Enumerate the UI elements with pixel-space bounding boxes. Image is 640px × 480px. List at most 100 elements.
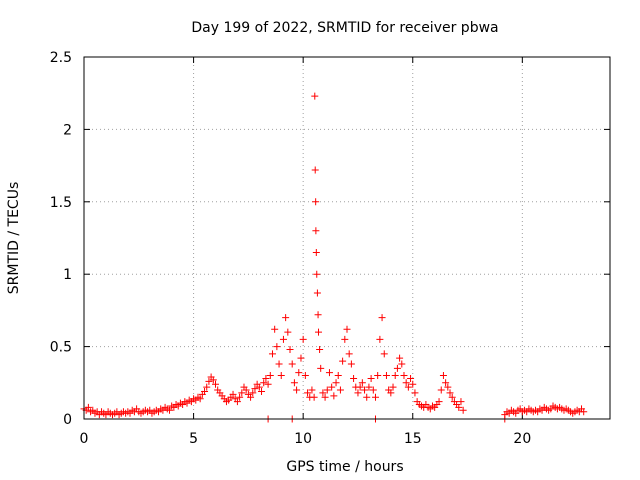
data-point: [313, 289, 321, 297]
data-point: [442, 379, 450, 387]
data-point: [312, 227, 320, 235]
data-points: [80, 92, 588, 423]
data-point: [343, 325, 351, 333]
y-tick-label: 1: [63, 267, 72, 283]
data-point: [247, 393, 255, 401]
data-point: [376, 335, 384, 343]
data-point: [279, 335, 287, 343]
data-point: [255, 383, 263, 391]
data-point: [258, 387, 266, 395]
data-point: [363, 393, 371, 401]
data-point: [236, 393, 244, 401]
data-point: [308, 386, 316, 394]
data-point: [317, 364, 325, 372]
data-point: [361, 386, 369, 394]
data-point: [273, 343, 281, 351]
data-point: [201, 387, 209, 395]
data-point: [203, 383, 211, 391]
data-point: [325, 369, 333, 377]
data-point: [378, 314, 386, 322]
data-point: [358, 379, 366, 387]
x-tick-label: 20: [513, 431, 531, 447]
data-point: [205, 377, 213, 385]
data-point: [400, 372, 408, 380]
data-point: [321, 393, 329, 401]
data-point: [334, 372, 342, 380]
data-point: [297, 354, 305, 362]
data-point: [266, 372, 274, 380]
data-point: [312, 198, 320, 206]
data-point: [380, 350, 388, 358]
data-point: [165, 406, 173, 414]
data-point: [459, 406, 467, 414]
data-point: [396, 354, 404, 362]
data-point: [311, 166, 319, 174]
x-axis-label: GPS time / hours: [286, 459, 403, 475]
data-point: [196, 395, 204, 403]
data-point: [391, 372, 399, 380]
data-point: [455, 403, 463, 411]
data-point: [260, 379, 268, 387]
data-point: [233, 398, 241, 406]
data-point: [251, 385, 259, 393]
data-point: [268, 350, 276, 358]
data-point: [316, 345, 324, 353]
data-point: [209, 376, 217, 384]
data-point: [293, 386, 301, 394]
data-point: [365, 383, 373, 391]
data-point: [580, 408, 588, 416]
data-point: [345, 350, 353, 358]
data-point: [301, 372, 309, 380]
data-point: [411, 389, 419, 397]
data-point: [290, 379, 298, 387]
data-point: [286, 345, 294, 353]
y-tick-label: 2: [63, 122, 72, 138]
data-point: [288, 360, 296, 368]
data-point: [407, 374, 415, 382]
data-point: [238, 389, 246, 397]
y-tick-label: 1.5: [50, 195, 72, 211]
data-point: [341, 335, 349, 343]
data-point: [312, 248, 320, 256]
data-point: [393, 364, 401, 372]
data-point: [402, 379, 410, 387]
data-point: [275, 360, 283, 368]
y-tick-label: 0.5: [50, 340, 72, 356]
data-point: [398, 360, 406, 368]
data-point: [374, 372, 382, 380]
data-point: [229, 390, 237, 398]
x-tick-label: 15: [404, 431, 422, 447]
data-point: [457, 398, 465, 406]
y-axis-label: SRMTID / TECUs: [6, 182, 22, 295]
data-point: [367, 374, 375, 382]
data-point: [299, 335, 307, 343]
data-point: [439, 372, 447, 380]
data-point: [314, 311, 322, 319]
data-point: [371, 393, 379, 401]
data-point: [271, 325, 279, 333]
data-point: [437, 386, 445, 394]
data-point: [295, 369, 303, 377]
data-point: [330, 392, 338, 400]
data-point: [356, 383, 364, 391]
data-point: [369, 386, 377, 394]
data-point: [354, 389, 362, 397]
data-point: [446, 389, 454, 397]
data-point: [387, 389, 395, 397]
data-point: [336, 386, 344, 394]
data-point: [382, 372, 390, 380]
x-tick-label: 0: [80, 431, 89, 447]
x-tick-label: 10: [294, 431, 312, 447]
data-point: [264, 380, 272, 388]
data-point: [339, 357, 347, 365]
data-point: [282, 314, 290, 322]
data-point: [332, 379, 340, 387]
data-point: [262, 374, 270, 382]
data-point: [284, 328, 292, 336]
chart-title: Day 199 of 2022, SRMTID for receiver pbw…: [191, 20, 498, 36]
y-tick-label: 0: [63, 412, 72, 428]
data-point: [448, 393, 456, 401]
data-point: [347, 360, 355, 368]
